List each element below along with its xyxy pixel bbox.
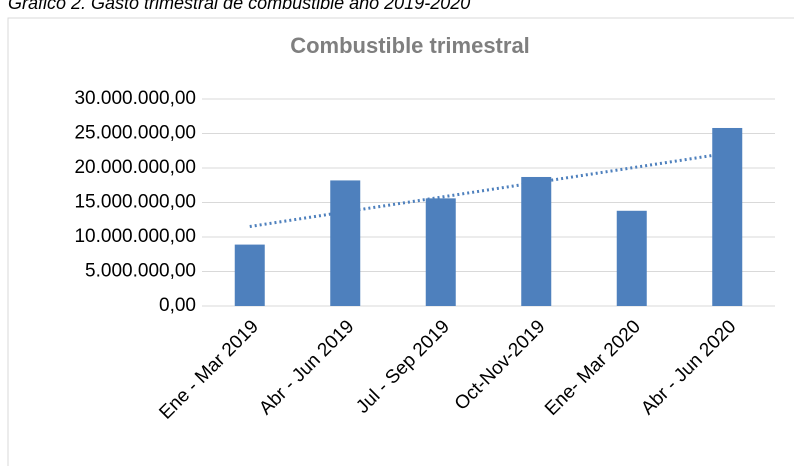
y-tick-label: 5.000.000,00	[85, 261, 196, 282]
bar	[521, 176, 552, 306]
trendline	[249, 151, 728, 229]
y-tick-label: 15.000.000,00	[74, 192, 196, 213]
x-tick-label: Ene - Mar 2019	[155, 316, 262, 423]
caption: Gráfico 2. Gasto trimestral de combustib…	[8, 0, 470, 13]
x-tick-label: Abr - Jun 2020	[637, 316, 740, 419]
x-tick-label: Abr - Jun 2019	[255, 316, 358, 419]
bar	[616, 210, 647, 306]
x-tick-label: Ene- Mar 2020	[541, 316, 645, 420]
x-tick-label: Jul - Sep 2019	[352, 316, 453, 417]
bar	[330, 180, 361, 306]
bar	[234, 244, 265, 306]
bar	[712, 127, 743, 306]
y-tick-label: 20.000.000,00	[74, 157, 196, 178]
y-tick-label: 0,00	[159, 295, 196, 316]
y-tick-label: 25.000.000,00	[74, 123, 196, 144]
chart-title: Combustible trimestral	[290, 33, 530, 58]
y-tick-label: 10.000.000,00	[74, 226, 196, 247]
y-tick-label: 30.000.000,00	[74, 88, 196, 109]
chart-frame	[7, 17, 794, 466]
bar	[425, 198, 456, 306]
x-tick-label: Oct-Nov-2019	[451, 316, 549, 414]
